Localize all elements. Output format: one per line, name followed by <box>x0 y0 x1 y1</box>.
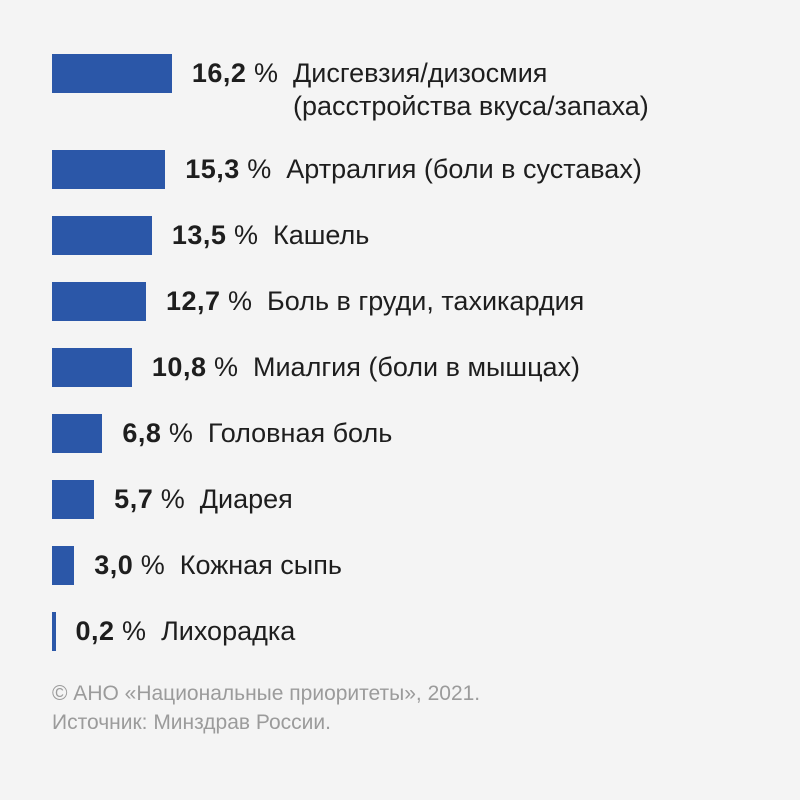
bar-row-6: 6,8 % Головная боль <box>52 414 770 453</box>
percent: 13,5 % <box>172 219 258 252</box>
percent-sign: % <box>161 418 193 448</box>
bar-row-9: 0,2 % Лихорадка <box>52 612 770 651</box>
percent-value: 3,0 <box>94 550 134 580</box>
bar <box>52 612 56 651</box>
symptom-label: Боль в груди, тахикардия <box>267 286 585 316</box>
symptom-label: Кашель <box>272 220 370 250</box>
percent-sign: % <box>206 352 238 382</box>
bar <box>52 282 146 321</box>
percent-sign: % <box>114 616 147 646</box>
bar-row-4: 12,7 % Боль в груди, тахикардия <box>52 282 770 321</box>
percent-value: 5,7 <box>114 484 154 514</box>
percent: 10,8 % <box>152 351 238 384</box>
bar-row-7: 5,7 % Диарея <box>52 480 770 519</box>
bar <box>52 348 132 387</box>
percent-sign: % <box>246 58 278 88</box>
bar-row-3: 13,5 % Кашель <box>52 216 770 255</box>
bar-row-1: 16,2 % Дисгевзия/дизосмия (расстройства … <box>52 54 770 123</box>
percent-value: 16,2 <box>191 58 247 88</box>
symptom-label: Артралгия (боли в суставах) <box>286 154 642 184</box>
symptom-label: Головная боль <box>207 418 393 448</box>
symptom-label: Дисгевзия/дизосмия (расстройства вкуса/з… <box>292 58 649 121</box>
percent-value: 10,8 <box>151 352 207 382</box>
percent-value: 6,8 <box>122 418 162 448</box>
percent: 15,3 % <box>185 153 271 186</box>
bar <box>52 150 166 189</box>
percent: 5,7 % <box>114 483 185 516</box>
bar-row-2: 15,3 % Артралгия (боли в суставах) <box>52 150 770 189</box>
percent: 12,7 % <box>166 285 252 318</box>
source-text: Источник: Минздрав России. <box>52 711 331 734</box>
percent: 6,8 % <box>122 417 193 450</box>
percent-value: 0,2 <box>75 616 115 646</box>
bar-row-5: 10,8 % Миалгия (боли в мышцах) <box>52 348 770 387</box>
bar <box>52 414 103 453</box>
bar <box>52 216 152 255</box>
footer: © АНО «Национальные приоритеты», 2021. И… <box>52 679 770 737</box>
percent-sign: % <box>226 220 258 250</box>
symptom-label: Диарея <box>199 484 293 514</box>
percent-value: 15,3 <box>185 154 240 184</box>
symptom-label: Миалгия (боли в мышцах) <box>252 352 581 382</box>
percent: 16,2 % <box>192 57 278 90</box>
percent-value: 12,7 <box>165 286 221 316</box>
percent-sign: % <box>133 550 165 580</box>
percent-sign: % <box>239 154 272 184</box>
percent: 3,0 % <box>94 549 165 582</box>
percent-sign: % <box>220 286 253 316</box>
percent-sign: % <box>153 484 185 514</box>
copyright-text: © АНО «Национальные приоритеты», 2021. <box>52 682 481 705</box>
bar <box>52 54 172 93</box>
percent: 0,2 % <box>76 615 147 648</box>
bar-chart: 16,2 % Дисгевзия/дизосмия (расстройства … <box>52 54 770 651</box>
bar <box>52 546 75 585</box>
bar <box>52 480 95 519</box>
percent-value: 13,5 <box>171 220 227 250</box>
symptom-label: Лихорадка <box>161 616 296 646</box>
bar-row-8: 3,0 % Кожная сыпь <box>52 546 770 585</box>
symptom-label: Кожная сыпь <box>179 550 342 580</box>
